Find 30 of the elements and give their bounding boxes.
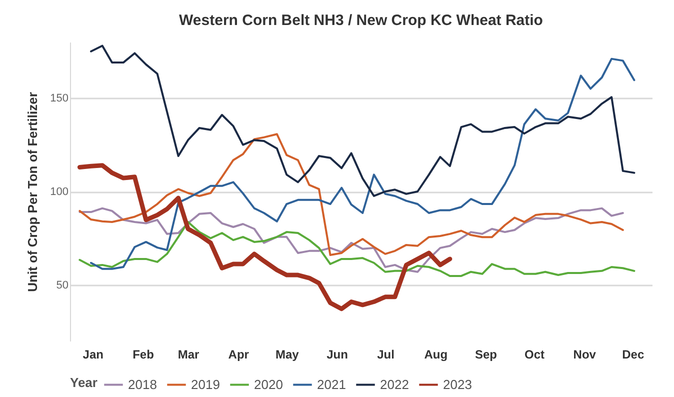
line-series (78, 220, 636, 277)
legend-label: 2020 (254, 376, 283, 392)
x-tick-label: Aug (424, 348, 448, 362)
chart-title: Western Corn Belt NH3 / New Crop KC Wheat Ratio (179, 12, 543, 29)
x-tick-label: Jan (82, 348, 104, 362)
x-tick-label: Jun (326, 348, 348, 362)
y-tick-label: 150 (50, 92, 68, 105)
x-tick-label: Apr (228, 348, 250, 362)
x-tick-label: May (275, 348, 300, 362)
legend-label: 2023 (443, 376, 472, 392)
y-axis-title: Unit of Crop Per Ton of Fertilizer (25, 92, 40, 292)
line-series (90, 58, 636, 270)
x-tick-label: Feb (132, 348, 154, 362)
x-tick-label: Sep (474, 348, 497, 362)
line-series (77, 163, 452, 312)
legend-label: 2022 (380, 376, 409, 392)
line-series (78, 133, 624, 256)
x-tick-label: Oct (524, 348, 544, 362)
y-tick-label: 100 (50, 186, 68, 198)
legend-label: 2019 (191, 376, 220, 392)
x-tick-label: Nov (573, 348, 596, 362)
legend-label: 2021 (317, 376, 346, 392)
x-tick-label: Mar (178, 348, 200, 362)
line-series (78, 207, 624, 273)
legend-label: 2018 (128, 376, 157, 392)
y-tick-label: 50 (56, 279, 68, 292)
legend-title: Year (70, 375, 98, 390)
x-tick-label: Dec (622, 348, 644, 362)
line-series (90, 44, 636, 197)
x-tick-label: Jul (377, 348, 394, 362)
